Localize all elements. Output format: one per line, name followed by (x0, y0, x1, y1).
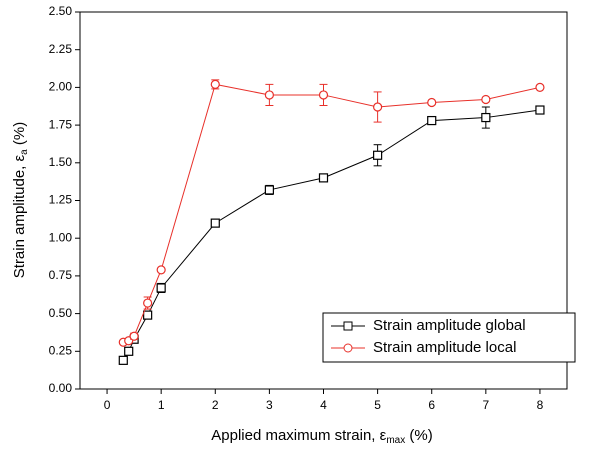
legend-label: Strain amplitude global (373, 317, 526, 334)
marker (118, 355, 128, 365)
x-label-main: Applied maximum strain, ε (211, 427, 386, 444)
y-tick-label: 0.00 (49, 381, 73, 395)
marker (210, 79, 220, 89)
x-tick-label: 3 (266, 398, 273, 412)
y-tick-label: 1.50 (49, 155, 73, 169)
x-label-sub: max (386, 435, 405, 446)
y-tick-label: 2.50 (49, 4, 73, 18)
marker (481, 94, 491, 105)
marker (264, 90, 274, 100)
marker (373, 150, 383, 160)
marker (124, 346, 134, 356)
x-tick-label: 0 (104, 398, 111, 412)
x-axis-label: Applied maximum strain, εmax (%) (211, 427, 432, 446)
x-tick-label: 5 (374, 398, 381, 412)
legend-marker (343, 321, 353, 331)
marker (143, 298, 153, 308)
y-tick-label: 1.25 (49, 193, 73, 207)
marker (210, 218, 220, 228)
y-tick-label: 0.75 (49, 268, 73, 282)
x-tick-label: 6 (428, 398, 435, 412)
legend-box (322, 312, 576, 363)
y-axis-label: Strain amplitude, εa (%) (11, 122, 30, 278)
x-tick-label: 8 (537, 398, 544, 412)
legend-label: Strain amplitude local (373, 339, 516, 356)
marker (129, 331, 139, 341)
legend-marker (343, 343, 353, 353)
marker (318, 90, 329, 100)
marker (481, 112, 491, 123)
marker (373, 102, 383, 112)
marker (535, 82, 545, 93)
series-line (123, 83, 541, 343)
marker (156, 283, 166, 293)
marker (535, 105, 545, 115)
y-tick-label: 1.00 (49, 230, 73, 244)
x-label-unit: (%) (405, 427, 433, 444)
marker (143, 310, 153, 320)
x-tick-label: 1 (158, 398, 165, 412)
y-label-unit: (%) (11, 122, 28, 150)
y-tick-label: 2.25 (49, 42, 73, 56)
marker (427, 97, 437, 108)
x-tick-label: 2 (212, 398, 219, 412)
marker (264, 185, 274, 195)
y-tick-label: 0.25 (49, 343, 73, 357)
x-tick-label: 4 (320, 398, 327, 412)
marker (156, 265, 166, 275)
y-label-main: Strain amplitude, ε (11, 155, 28, 279)
x-tick-label: 7 (482, 398, 489, 412)
y-label-sub: a (19, 149, 30, 155)
marker (318, 173, 329, 183)
marker (427, 115, 437, 126)
y-tick-label: 0.50 (49, 306, 73, 320)
y-tick-label: 2.00 (49, 80, 73, 94)
y-tick-label: 1.75 (49, 117, 73, 131)
